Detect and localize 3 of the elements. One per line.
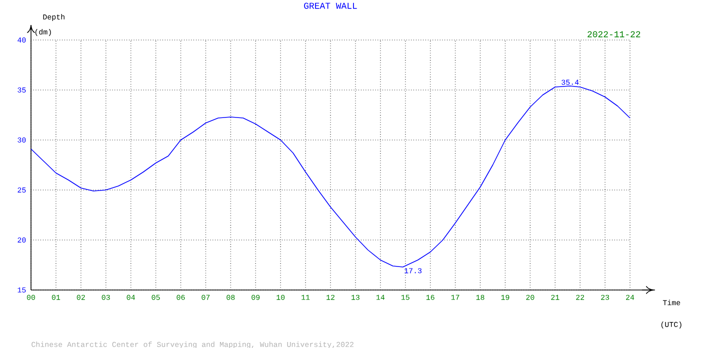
chart-subtitle: 2022-11-22 [588,30,640,38]
line-series [30,85,630,268]
chart-title: GREAT WALL [304,2,357,9]
